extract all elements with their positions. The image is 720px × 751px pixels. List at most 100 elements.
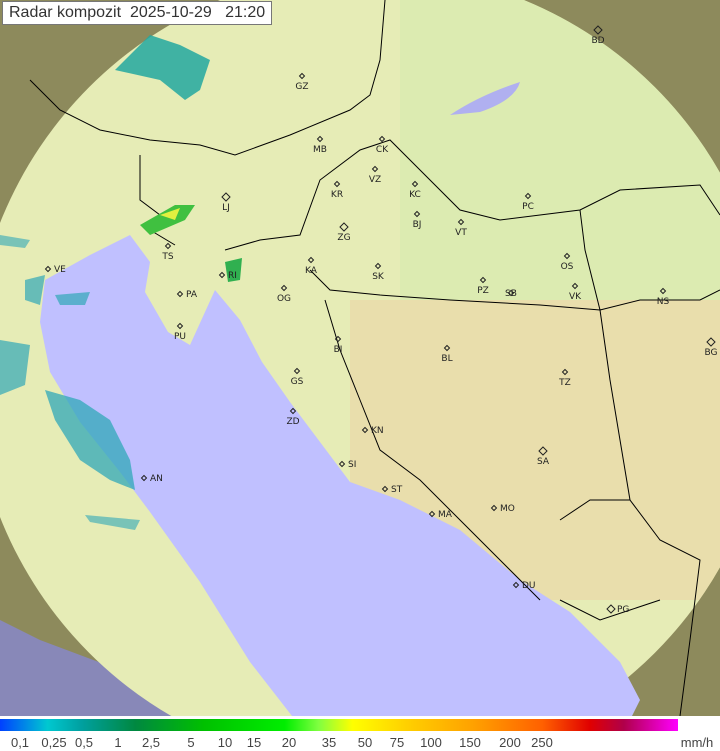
city-marker-icon bbox=[164, 242, 172, 250]
city-vz: VZ bbox=[369, 165, 381, 185]
city-label: TZ bbox=[558, 378, 571, 388]
city-os: OS bbox=[561, 252, 574, 272]
city-og: OG bbox=[277, 284, 291, 304]
color-scale-bar bbox=[0, 719, 678, 731]
city-label: PU bbox=[174, 332, 186, 342]
legend-tick: 75 bbox=[389, 735, 405, 750]
city-label: AN bbox=[150, 474, 163, 484]
city-marker-icon bbox=[381, 485, 389, 493]
city-marker-icon bbox=[659, 287, 667, 295]
city-label: PZ bbox=[477, 286, 489, 296]
city-an: AN bbox=[140, 474, 163, 484]
city-marker-icon bbox=[371, 165, 379, 173]
city-label: MA bbox=[438, 510, 453, 520]
city-marker-icon bbox=[479, 276, 487, 284]
city-kn: KN bbox=[361, 426, 384, 436]
city-lj: LJ bbox=[221, 192, 231, 213]
city-marker-icon bbox=[333, 180, 341, 188]
city-markers: BD GZ MB CK VZ KR KC LJ PC BJ VT ZG TS OS KA SK VE RI PZ SB… bbox=[44, 25, 718, 615]
adriatic-sea bbox=[40, 235, 640, 716]
city-du: DU bbox=[512, 581, 536, 591]
city-marker-icon bbox=[561, 368, 569, 376]
city-st: ST bbox=[381, 485, 403, 495]
city-vk: VK bbox=[569, 282, 582, 302]
legend-tick: 50 bbox=[357, 735, 373, 750]
city-marker-icon bbox=[307, 256, 315, 264]
city-label: BJ bbox=[413, 220, 422, 230]
city-marker-icon bbox=[374, 262, 382, 270]
city-bg: BG bbox=[705, 337, 718, 358]
city-marker-icon bbox=[490, 504, 498, 512]
city-ns: NS bbox=[657, 287, 670, 307]
radar-echoes bbox=[0, 35, 242, 530]
legend-tick: 35 bbox=[321, 735, 337, 750]
city-bl: BL bbox=[441, 344, 453, 364]
city-gz: GZ bbox=[295, 72, 309, 92]
city-label: BI bbox=[334, 345, 343, 355]
city-si: SI bbox=[338, 460, 356, 470]
city-marker-icon bbox=[293, 367, 301, 375]
city-kr: KR bbox=[331, 180, 343, 200]
city-marker-icon bbox=[571, 282, 579, 290]
city-label: BL bbox=[441, 354, 452, 364]
city-label: VE bbox=[54, 265, 66, 275]
title-text: Radar kompozit bbox=[9, 4, 122, 21]
city-label: SB bbox=[505, 289, 517, 299]
city-marker-icon bbox=[428, 510, 436, 518]
city-marker-icon bbox=[218, 271, 226, 279]
city-label: BG bbox=[705, 348, 718, 358]
city-label: GZ bbox=[295, 82, 308, 92]
city-bd: BD bbox=[591, 25, 605, 46]
city-marker-icon bbox=[413, 210, 421, 218]
city-marker-icon bbox=[221, 192, 231, 202]
city-label: KC bbox=[409, 190, 421, 200]
city-tz: TZ bbox=[558, 368, 571, 388]
city-label: NS bbox=[657, 297, 670, 307]
city-sa: SA bbox=[537, 446, 550, 467]
city-marker-icon bbox=[361, 426, 369, 434]
legend-unit: mm/h bbox=[680, 735, 714, 750]
city-marker-icon bbox=[339, 222, 349, 232]
city-ck: CK bbox=[376, 135, 389, 155]
city-ts: TS bbox=[161, 242, 174, 262]
city-label: OG bbox=[277, 294, 291, 304]
city-marker-icon bbox=[44, 265, 52, 273]
city-label: CK bbox=[376, 145, 389, 155]
city-pz: PZ bbox=[477, 276, 489, 296]
legend-tick: 100 bbox=[420, 735, 442, 750]
city-label: PG bbox=[617, 605, 629, 615]
city-pu: PU bbox=[174, 322, 186, 342]
radar-map: BD GZ MB CK VZ KR KC LJ PC BJ VT ZG TS OS KA SK VE RI PZ SB… bbox=[0, 0, 720, 716]
time-text: 21:20 bbox=[225, 4, 266, 21]
city-marker-icon bbox=[457, 218, 465, 226]
city-bi: BI bbox=[334, 335, 343, 355]
city-label: SA bbox=[537, 457, 550, 467]
city-pa: PA bbox=[176, 290, 198, 300]
legend-tick: 5 bbox=[187, 735, 195, 750]
city-marker-icon bbox=[524, 192, 532, 200]
city-label: VT bbox=[455, 228, 467, 238]
date-text: 2025-10-29 bbox=[129, 4, 212, 21]
legend-tick: 0,5 bbox=[74, 735, 94, 750]
city-bj: BJ bbox=[413, 210, 422, 230]
city-ri: RI bbox=[218, 271, 237, 281]
legend-tick: 1 bbox=[114, 735, 122, 750]
city-marker-icon bbox=[563, 252, 571, 260]
city-label: VK bbox=[569, 292, 582, 302]
legend-tick: 0,25 bbox=[41, 735, 67, 750]
city-marker-icon bbox=[316, 135, 324, 143]
city-label: KA bbox=[305, 266, 318, 276]
precipitation-legend: 0,1 0,25 0,5 1 2,5 5 10 15 20 35 50 75 100 150 200 250 m… bbox=[0, 716, 720, 751]
city-zd: ZD bbox=[286, 407, 300, 427]
city-marker-icon bbox=[706, 337, 716, 347]
city-label: GS bbox=[291, 377, 304, 387]
city-mo: MO bbox=[490, 504, 515, 514]
legend-tick: 15 bbox=[246, 735, 262, 750]
city-marker-icon bbox=[443, 344, 451, 352]
city-label: KN bbox=[371, 426, 384, 436]
city-label: MO bbox=[500, 504, 515, 514]
legend-tick: 150 bbox=[459, 735, 481, 750]
city-marker-icon bbox=[176, 290, 184, 298]
city-marker-icon bbox=[338, 460, 346, 468]
